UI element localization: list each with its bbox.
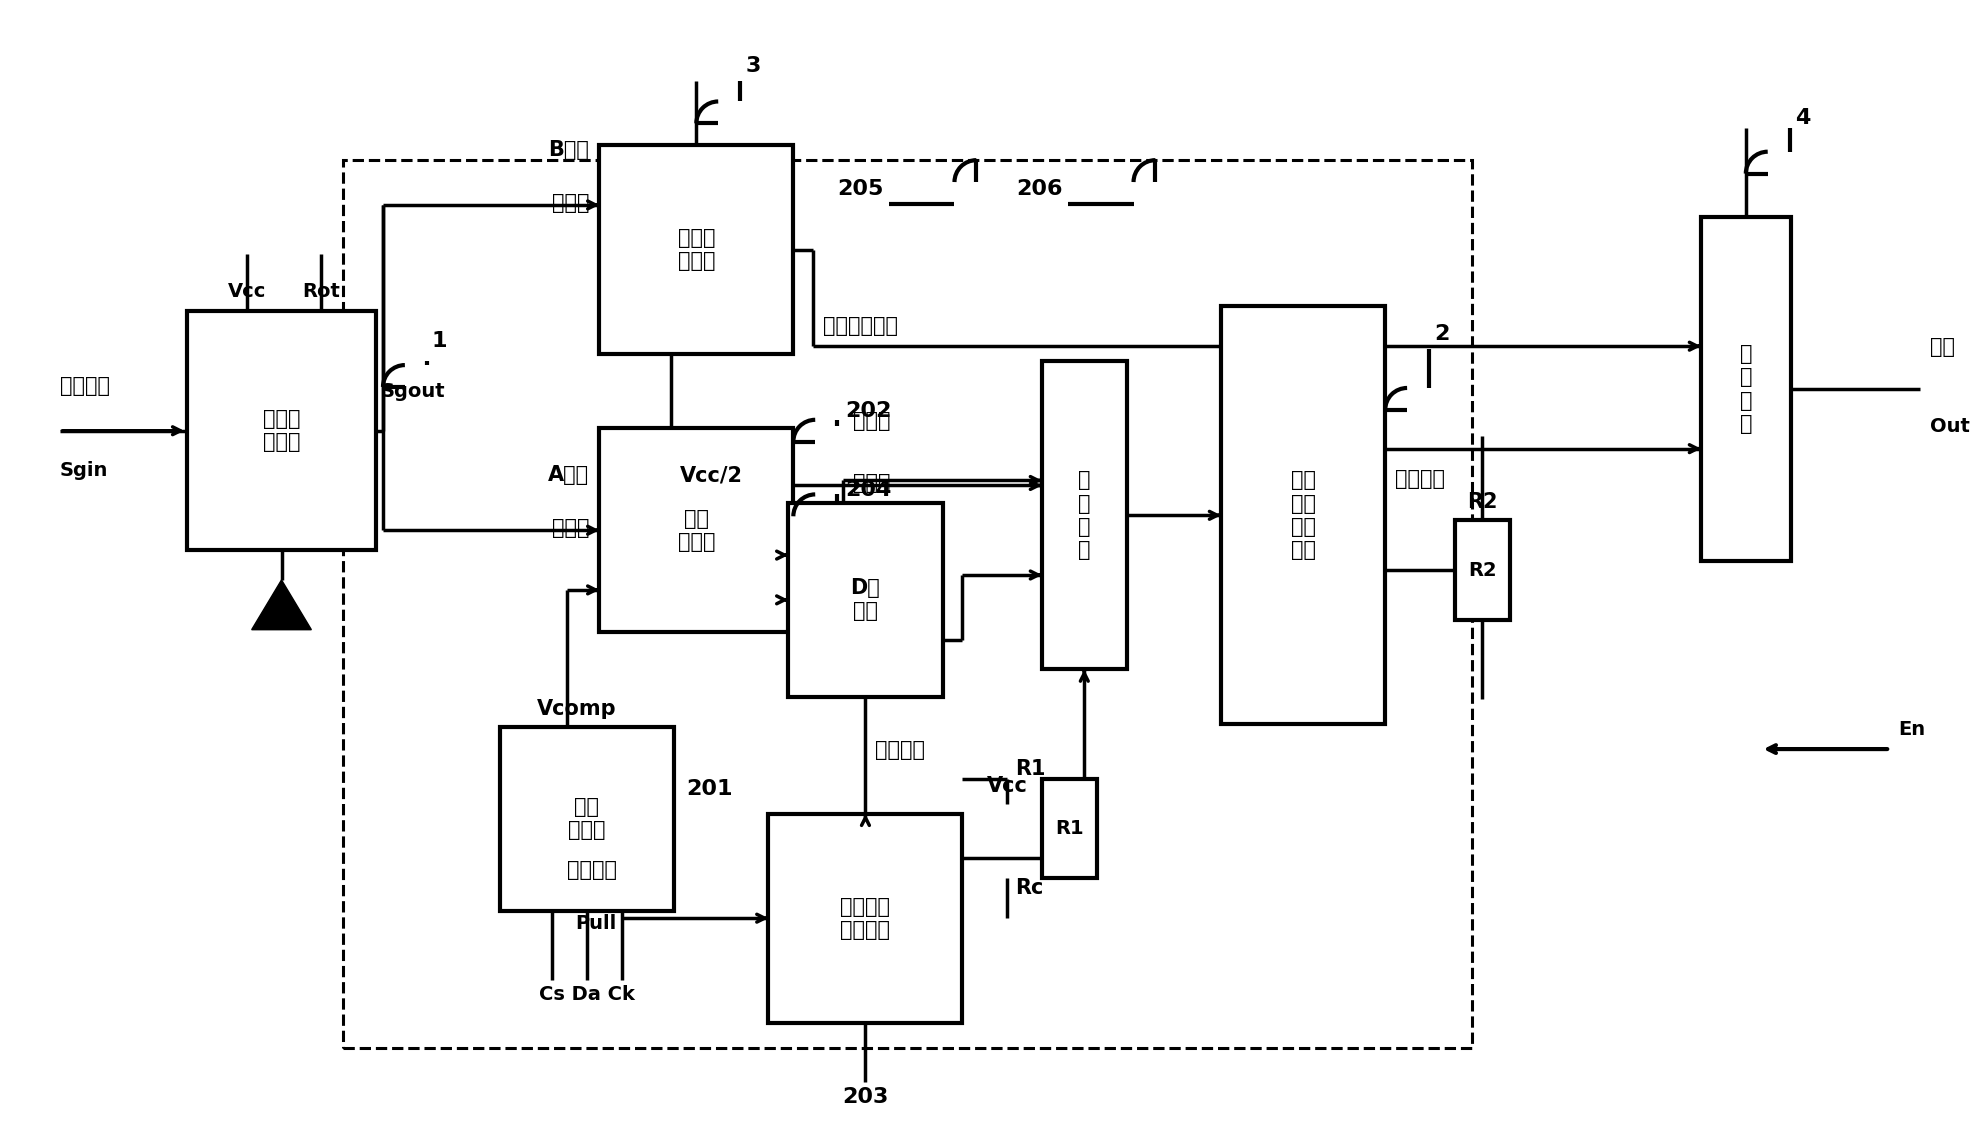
Text: Sgout: Sgout [381, 382, 446, 400]
Text: R2: R2 [1467, 492, 1497, 513]
FancyBboxPatch shape [599, 145, 793, 355]
Text: 第一单稳
态触发器: 第一单稳 态触发器 [840, 897, 891, 939]
Text: A路回: A路回 [548, 466, 590, 485]
Text: Vcc/2: Vcc/2 [680, 466, 741, 486]
Text: 第二
单稳
态触
发器: 第二 单稳 态触 发器 [1290, 470, 1315, 561]
FancyBboxPatch shape [769, 813, 962, 1023]
FancyBboxPatch shape [1455, 521, 1511, 620]
Text: Out: Out [1931, 416, 1970, 436]
Text: 第
二
与
门: 第 二 与 门 [1739, 344, 1751, 434]
Text: 204: 204 [846, 480, 891, 500]
Text: 波信号: 波信号 [552, 518, 590, 538]
Text: 冲信号: 冲信号 [854, 474, 891, 493]
Text: 波信号: 波信号 [552, 193, 590, 213]
Text: 第
一
与
门: 第 一 与 门 [1079, 470, 1091, 561]
FancyBboxPatch shape [1041, 362, 1126, 669]
Text: 3: 3 [745, 56, 761, 76]
Text: 门控信号: 门控信号 [1394, 469, 1445, 488]
Text: 数字
电位计: 数字 电位计 [568, 797, 605, 841]
Text: Cs Da Ck: Cs Da Ck [538, 985, 635, 1004]
Text: Vcc: Vcc [227, 283, 266, 301]
Text: En: En [1897, 720, 1925, 739]
FancyBboxPatch shape [187, 311, 377, 550]
Text: Vcc: Vcc [986, 776, 1027, 796]
Text: R1: R1 [1055, 819, 1085, 839]
Text: R1: R1 [1016, 758, 1045, 779]
Polygon shape [252, 580, 312, 629]
FancyBboxPatch shape [499, 726, 674, 911]
Text: R2: R2 [1467, 561, 1497, 580]
FancyBboxPatch shape [1702, 217, 1791, 561]
Text: 回波信号: 回波信号 [59, 376, 110, 396]
Text: 1: 1 [432, 331, 448, 351]
FancyBboxPatch shape [789, 503, 943, 697]
Text: D触
发器: D触 发器 [850, 578, 880, 621]
Text: 2: 2 [1434, 324, 1449, 344]
Text: 203: 203 [842, 1087, 889, 1107]
Text: 中位点
比较器: 中位点 比较器 [678, 228, 716, 271]
Text: 閘値
比较器: 閘値 比较器 [678, 509, 716, 551]
Text: Pull: Pull [576, 914, 617, 934]
Text: 比较脉: 比较脉 [854, 411, 891, 431]
Text: Rc: Rc [1016, 879, 1043, 898]
Text: B路回: B路回 [548, 141, 590, 160]
Text: 过零比较信号: 过零比较信号 [822, 316, 897, 336]
Text: 202: 202 [846, 400, 891, 421]
Text: Sgin: Sgin [59, 461, 108, 479]
Text: Rot: Rot [302, 283, 341, 301]
Text: 205: 205 [838, 178, 883, 199]
Text: 4: 4 [1795, 108, 1810, 128]
Text: 屏蔽信号: 屏蔽信号 [876, 740, 925, 760]
Text: 201: 201 [686, 779, 732, 799]
Text: 206: 206 [1016, 178, 1063, 199]
Text: 单电源
放大器: 单电源 放大器 [262, 410, 300, 452]
FancyBboxPatch shape [599, 428, 793, 633]
FancyBboxPatch shape [1041, 779, 1096, 879]
Text: Vcomp: Vcomp [536, 699, 617, 718]
Text: 触发信号: 触发信号 [566, 860, 617, 881]
FancyBboxPatch shape [1221, 307, 1384, 724]
Text: 输出: 输出 [1931, 337, 1954, 357]
